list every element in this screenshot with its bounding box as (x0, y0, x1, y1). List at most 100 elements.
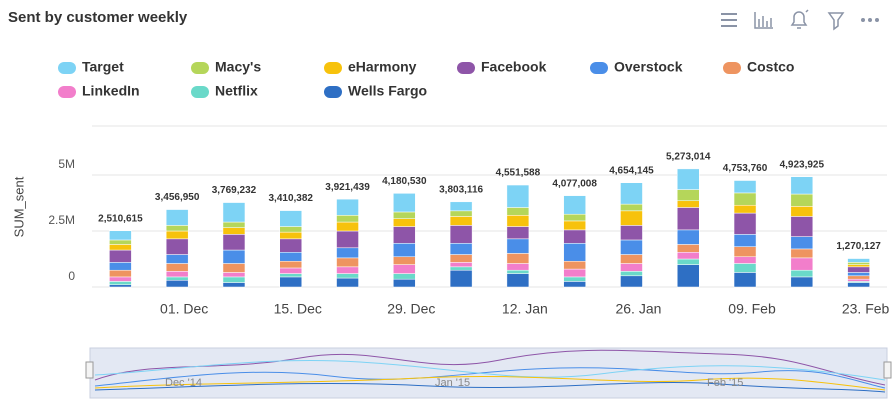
bar-segment (222, 221, 246, 228)
bar-segment (109, 230, 132, 241)
bar-segment (620, 239, 643, 255)
bar-segment (109, 281, 132, 286)
bar-segment (506, 207, 530, 216)
bar-segment (393, 243, 416, 258)
bar-segment (563, 243, 586, 262)
bar-segment (393, 264, 416, 274)
bar-segment (677, 200, 700, 208)
bar-segment (279, 276, 302, 288)
menu-icon[interactable] (721, 13, 737, 27)
legend-label: Costco (747, 59, 794, 75)
navigator-label: Jan '15 (435, 377, 470, 389)
bar-segment (165, 263, 189, 272)
bar-segment (620, 210, 643, 226)
bar-segment (279, 252, 302, 262)
bar-segment (449, 269, 473, 288)
bar-segment (279, 260, 302, 269)
bar-segment (847, 262, 870, 265)
bar-segment (393, 256, 416, 265)
bar-segment (506, 238, 530, 254)
legend-label: eHarmony (348, 59, 417, 75)
legend-swatch (457, 62, 475, 74)
bar-segment (336, 277, 359, 288)
bar-segment (449, 225, 473, 244)
bar-segment (449, 210, 473, 217)
legend-label: Facebook (481, 59, 547, 75)
legend-swatch (324, 86, 342, 98)
bar-segment (222, 234, 246, 251)
bar-segment (506, 263, 530, 271)
bar-segment (677, 168, 700, 190)
legend-swatch (723, 62, 741, 74)
bar-segment (109, 269, 132, 278)
bar-segment (677, 189, 700, 202)
x-tick-label: 29. Dec (387, 301, 435, 317)
bar-segment (109, 284, 132, 288)
bar-segment (109, 244, 132, 251)
bar-segment (109, 262, 132, 271)
y-tick-label: 0 (68, 269, 75, 283)
bar-segment (733, 246, 757, 258)
bar-segment (563, 281, 586, 288)
bar-segment (393, 211, 416, 219)
bar-segment (733, 212, 757, 235)
toolbar[interactable] (721, 9, 879, 31)
navigator-line (94, 349, 886, 386)
more-icon[interactable] (861, 18, 879, 22)
x-tick-label: 15. Dec (274, 301, 322, 317)
x-tick-label: 23. Feb (842, 301, 890, 317)
bar-segment (563, 276, 586, 282)
legend-swatch (324, 62, 342, 74)
navigator-handle[interactable] (883, 361, 892, 379)
filter-icon[interactable] (827, 12, 845, 31)
total-label: 5,273,014 (666, 152, 711, 163)
bar-segment (790, 176, 814, 195)
legend-swatch (58, 86, 76, 98)
legend-label: Overstock (614, 59, 683, 75)
bar-segment (393, 273, 416, 280)
bar-segment (563, 268, 586, 278)
total-label: 4,551,588 (496, 168, 541, 179)
bar-segment (790, 248, 814, 259)
bar-segment (222, 227, 246, 235)
alert-icon[interactable] (790, 9, 809, 29)
bar-segment (165, 238, 189, 255)
legend-swatch (191, 86, 209, 98)
bar-segment (109, 276, 132, 282)
navigator-handle[interactable] (85, 361, 94, 379)
bar-segment (620, 254, 643, 264)
total-label: 3,921,439 (325, 182, 370, 193)
legend-swatch (58, 62, 76, 74)
bar-segment (677, 264, 700, 288)
bar-segment (165, 209, 189, 226)
bar-segment (449, 262, 473, 268)
bar-segment (393, 226, 416, 244)
legend-swatch (590, 62, 608, 74)
bar-segment (620, 182, 643, 205)
bar-segment (733, 272, 757, 288)
bar-segment (279, 231, 302, 240)
bar-segment (677, 252, 700, 260)
y-tick-label: 2.5M (48, 213, 75, 227)
total-label: 2,510,615 (98, 213, 143, 224)
x-tick-label: 09. Feb (728, 301, 776, 317)
navigator-label: Feb '15 (707, 377, 743, 389)
bar-segment (847, 266, 870, 273)
bar-segment (620, 225, 643, 241)
bar-chart-icon[interactable] (754, 12, 773, 29)
bar-segment (790, 206, 814, 217)
bar-segment (506, 226, 530, 240)
bar-segment (563, 195, 586, 215)
bar-segment (222, 272, 246, 278)
navigator-panel[interactable] (89, 347, 888, 399)
bar-segment (393, 193, 416, 213)
bar-segment (279, 226, 302, 233)
bar-segment (620, 271, 643, 277)
bar-segment (847, 258, 870, 263)
x-tick-label: 01. Dec (160, 301, 208, 317)
navigator[interactable] (85, 347, 892, 399)
bar-segment (279, 238, 302, 253)
navigator-line (94, 375, 886, 391)
bar-segment (336, 266, 359, 274)
bar-segment (336, 257, 359, 268)
